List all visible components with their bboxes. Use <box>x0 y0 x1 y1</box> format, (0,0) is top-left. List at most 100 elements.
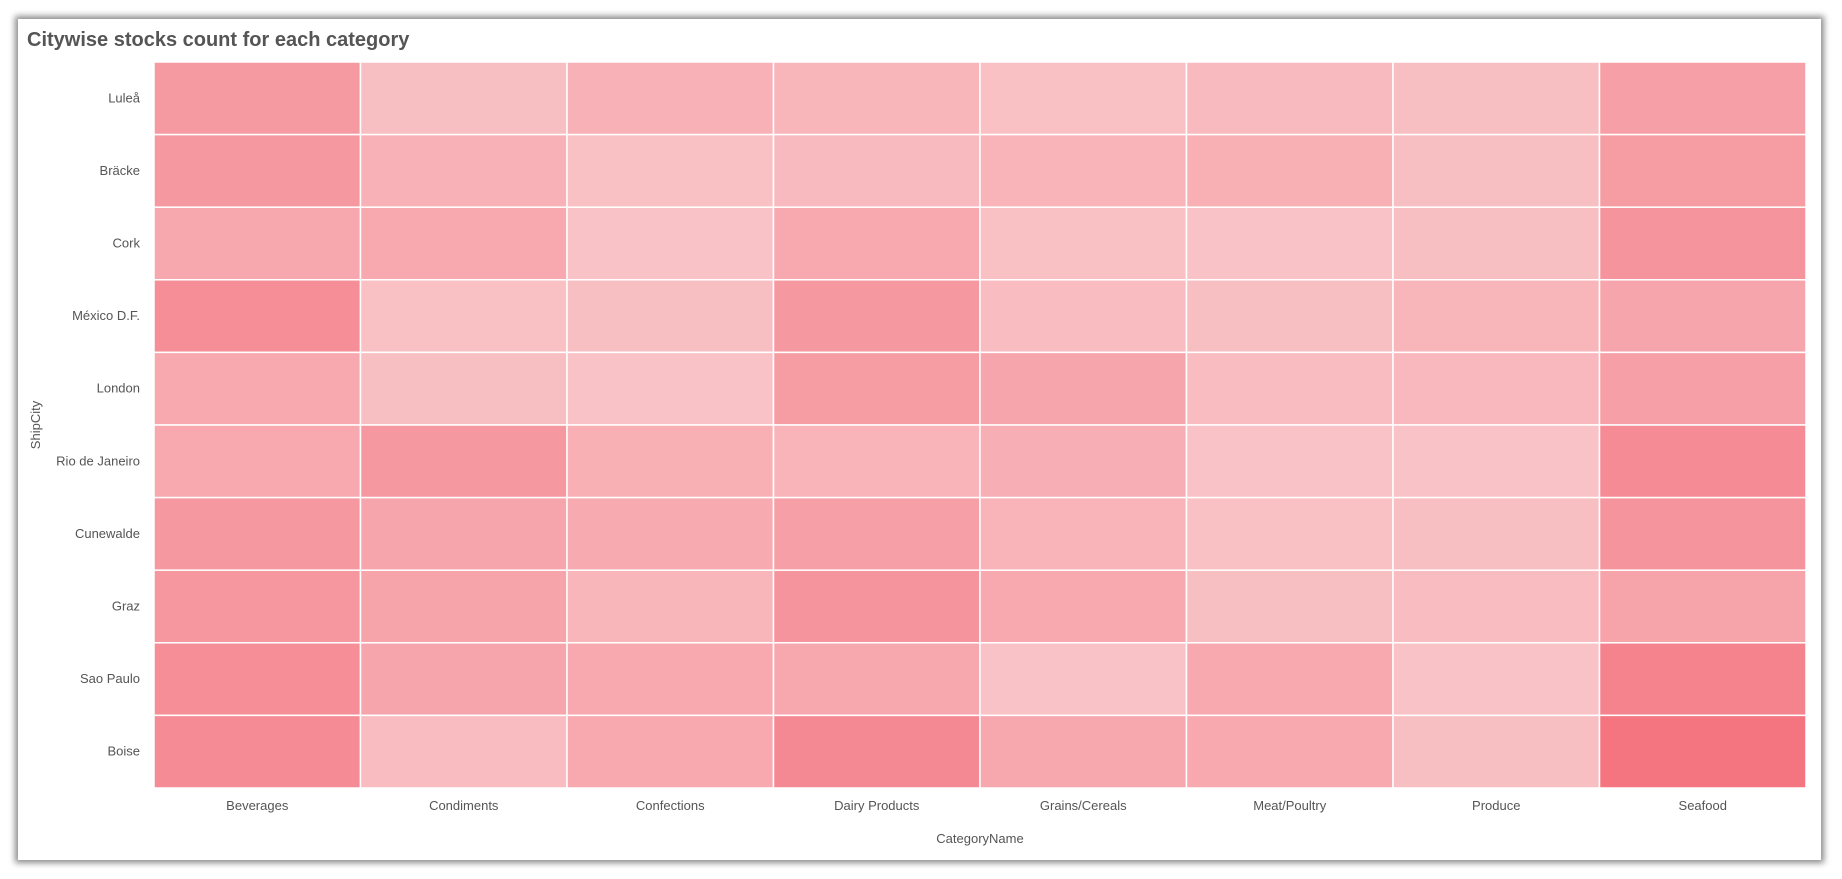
heatmap-cell[interactable] <box>1185 133 1394 208</box>
heatmap-cell[interactable] <box>359 206 568 281</box>
x-tick-label: Grains/Cereals <box>1040 798 1127 813</box>
y-tick-label: London <box>97 381 140 396</box>
heatmap-cell[interactable] <box>979 714 1188 789</box>
heatmap-cell[interactable] <box>1392 714 1601 789</box>
heatmap-cell[interactable] <box>359 496 568 571</box>
heatmap-cell[interactable] <box>153 424 362 499</box>
heatmap-cell[interactable] <box>772 351 981 426</box>
heatmap-chart: Luleå Bräcke Cork México D.F. London Rio de J… <box>28 61 1807 846</box>
heatmap-cell[interactable] <box>1392 642 1601 717</box>
heatmap-cell[interactable] <box>359 714 568 789</box>
heatmap-cell[interactable] <box>1185 424 1394 499</box>
heatmap-cell[interactable] <box>772 496 981 571</box>
heatmap-cell[interactable] <box>1392 61 1601 136</box>
heatmap-cell[interactable] <box>359 61 568 136</box>
heatmap-cell[interactable] <box>1185 569 1394 644</box>
heatmap-cell[interactable] <box>566 496 775 571</box>
y-axis-title: ShipCity <box>28 400 43 449</box>
heatmap-cell[interactable] <box>1185 61 1394 136</box>
heatmap-cell[interactable] <box>1598 279 1807 354</box>
y-tick-label: Graz <box>112 599 140 614</box>
y-tick-label: Boise <box>107 744 140 759</box>
heatmap-cell[interactable] <box>359 133 568 208</box>
heatmap-cell[interactable] <box>772 279 981 354</box>
heatmap-cell[interactable] <box>1598 351 1807 426</box>
heatmap-cell[interactable] <box>1392 496 1601 571</box>
y-tick-label: Cunewalde <box>75 526 140 541</box>
heatmap-cell[interactable] <box>979 424 1188 499</box>
heatmap-cell[interactable] <box>153 206 362 281</box>
heatmap-cell[interactable] <box>1598 714 1807 789</box>
heatmap-cell[interactable] <box>1598 496 1807 571</box>
heatmap-cell[interactable] <box>1185 279 1394 354</box>
heatmap-cell[interactable] <box>153 642 362 717</box>
heatmap-cell[interactable] <box>772 206 981 281</box>
heatmap-cell[interactable] <box>359 279 568 354</box>
x-tick-label: Seafood <box>1679 798 1727 813</box>
heatmap-cell[interactable] <box>153 61 362 136</box>
chart-card: Citywise stocks count for each category … <box>18 19 1821 860</box>
heatmap-cells <box>153 61 1807 789</box>
heatmap-cell[interactable] <box>1392 569 1601 644</box>
heatmap-cell[interactable] <box>979 351 1188 426</box>
y-tick-label: Sao Paulo <box>80 671 140 686</box>
heatmap-cell[interactable] <box>979 279 1188 354</box>
heatmap-cell[interactable] <box>359 424 568 499</box>
heatmap-cell[interactable] <box>359 642 568 717</box>
heatmap-cell[interactable] <box>359 351 568 426</box>
heatmap-cell[interactable] <box>979 133 1188 208</box>
heatmap-cell[interactable] <box>772 133 981 208</box>
heatmap-cell[interactable] <box>772 61 981 136</box>
y-axis-ticks: Luleå Bräcke Cork México D.F. London Rio de J… <box>56 90 141 758</box>
heatmap-cell[interactable] <box>1598 424 1807 499</box>
heatmap-cell[interactable] <box>566 424 775 499</box>
heatmap-cell[interactable] <box>979 642 1188 717</box>
y-tick-label: Cork <box>113 236 141 251</box>
heatmap-cell[interactable] <box>566 206 775 281</box>
heatmap-cell[interactable] <box>1598 642 1807 717</box>
heatmap-cell[interactable] <box>979 206 1188 281</box>
heatmap-cell[interactable] <box>566 642 775 717</box>
heatmap-cell[interactable] <box>1185 206 1394 281</box>
heatmap-cell[interactable] <box>1598 133 1807 208</box>
heatmap-cell[interactable] <box>772 642 981 717</box>
heatmap-cell[interactable] <box>153 279 362 354</box>
x-tick-label: Produce <box>1472 798 1520 813</box>
heatmap-cell[interactable] <box>566 569 775 644</box>
heatmap-cell[interactable] <box>1185 642 1394 717</box>
y-tick-label: Bräcke <box>100 163 140 178</box>
heatmap-cell[interactable] <box>1392 279 1601 354</box>
heatmap-cell[interactable] <box>1392 424 1601 499</box>
heatmap-cell[interactable] <box>153 496 362 571</box>
heatmap-cell[interactable] <box>772 714 981 789</box>
heatmap-cell[interactable] <box>772 569 981 644</box>
heatmap-cell[interactable] <box>1598 569 1807 644</box>
y-tick-label: Rio de Janeiro <box>56 453 140 468</box>
heatmap-cell[interactable] <box>1185 351 1394 426</box>
heatmap-cell[interactable] <box>153 569 362 644</box>
heatmap-cell[interactable] <box>153 133 362 208</box>
y-tick-label: Luleå <box>108 90 141 105</box>
heatmap-cell[interactable] <box>1598 206 1807 281</box>
heatmap-cell[interactable] <box>359 569 568 644</box>
heatmap-cell[interactable] <box>153 351 362 426</box>
heatmap-cell[interactable] <box>566 351 775 426</box>
heatmap-cell[interactable] <box>979 61 1188 136</box>
heatmap-cell[interactable] <box>1392 133 1601 208</box>
heatmap-cell[interactable] <box>979 569 1188 644</box>
heatmap-cell[interactable] <box>772 424 981 499</box>
heatmap-cell[interactable] <box>1392 206 1601 281</box>
x-tick-label: Confections <box>636 798 705 813</box>
heatmap-cell[interactable] <box>566 714 775 789</box>
y-tick-label: México D.F. <box>72 308 140 323</box>
heatmap-cell[interactable] <box>566 61 775 136</box>
heatmap-cell[interactable] <box>1392 351 1601 426</box>
heatmap-cell[interactable] <box>566 133 775 208</box>
heatmap-cell[interactable] <box>1185 496 1394 571</box>
x-tick-label: Condiments <box>429 798 499 813</box>
heatmap-cell[interactable] <box>1598 61 1807 136</box>
heatmap-cell[interactable] <box>566 279 775 354</box>
heatmap-cell[interactable] <box>153 714 362 789</box>
heatmap-cell[interactable] <box>1185 714 1394 789</box>
heatmap-cell[interactable] <box>979 496 1188 571</box>
